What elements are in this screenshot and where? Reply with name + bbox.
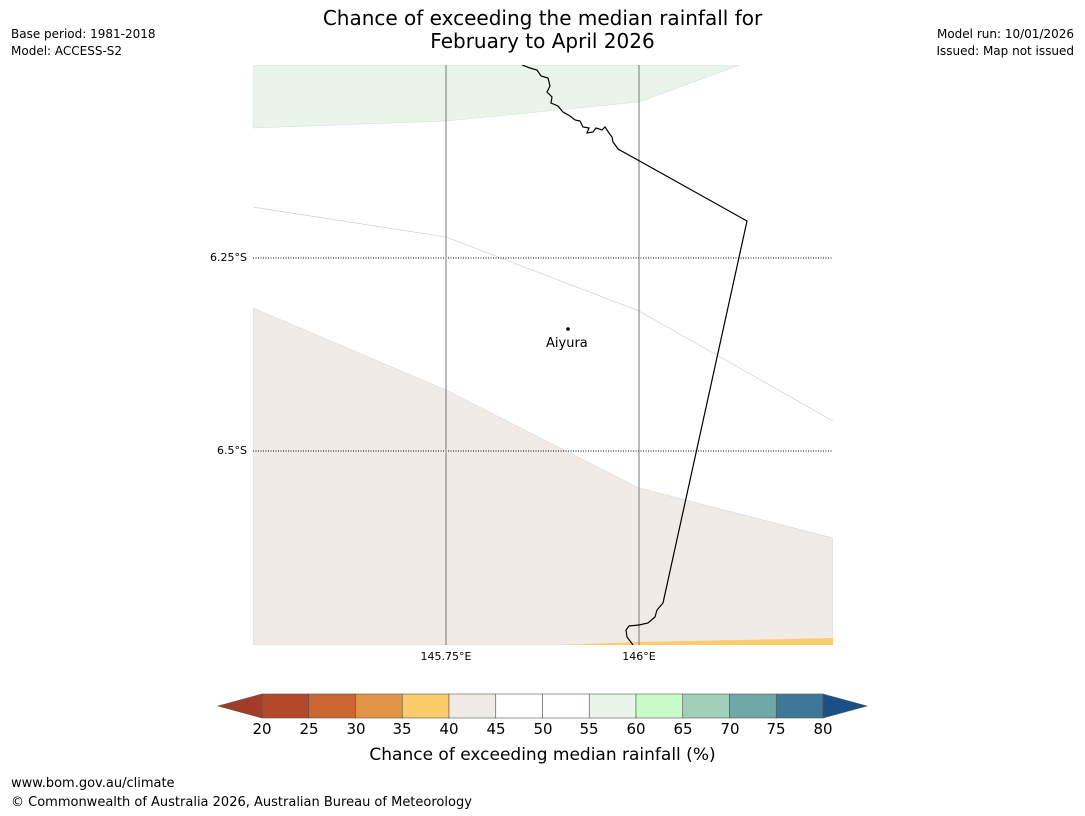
colorbar-cell [542, 693, 590, 719]
border-line [521, 65, 748, 645]
colorbar-tick: 60 [626, 720, 646, 738]
colorbar-cell [495, 693, 543, 719]
colorbar-cell [401, 693, 450, 719]
colorbar-cell [448, 693, 497, 719]
colorbar [216, 693, 869, 719]
title-line-2: February to April 2026 [430, 29, 655, 53]
title-line-1: Chance of exceeding the median rainfall … [322, 6, 763, 30]
footer-copyright: © Commonwealth of Australia 2026, Austra… [11, 795, 472, 810]
colorbar-tick: 55 [579, 720, 599, 738]
colorbar-cell [588, 693, 637, 719]
colorbar-left-arrow [216, 693, 263, 719]
colorbar-cell [261, 693, 310, 719]
colorbar-tick: 30 [346, 720, 366, 738]
colorbar-tick: 45 [486, 720, 506, 738]
colorbar-cell [308, 693, 356, 719]
lat-label-6-25: 6.25°S [210, 251, 247, 264]
colorbar-cell [682, 693, 730, 719]
colorbar-tick: 65 [673, 720, 693, 738]
contour-line [253, 206, 833, 422]
lon-label-146: 146°E [622, 650, 656, 663]
region-35-40 [560, 638, 833, 645]
colorbar-tick: 75 [766, 720, 786, 738]
lon-label-145-75: 145.75°E [420, 650, 472, 663]
colorbar-right-arrow [822, 693, 869, 719]
colorbar-tick: 35 [392, 720, 412, 738]
colorbar-cell [775, 693, 824, 719]
colorbar-cell [729, 693, 777, 719]
meta-left: Base period: 1981-2018 Model: ACCESS-S2 [11, 26, 156, 60]
colorbar-tick: 40 [439, 720, 459, 738]
region-55-60 [253, 65, 741, 129]
colorbar-tick: 25 [299, 720, 319, 738]
lat-label-6-5: 6.5°S [217, 444, 247, 457]
colorbar-cell [355, 693, 403, 719]
footer-url[interactable]: www.bom.gov.au/climate [11, 776, 175, 791]
colorbar-title: Chance of exceeding median rainfall (%) [369, 745, 716, 765]
colorbar-tick: 50 [533, 720, 553, 738]
issued-text: Issued: Map not issued [936, 44, 1074, 58]
colorbar-tick: 70 [720, 720, 740, 738]
model-run-text: Model run: 10/01/2026 [936, 27, 1074, 41]
meta-right: Model run: 10/01/2026 Issued: Map not is… [936, 26, 1074, 60]
chart-title: Chance of exceeding the median rainfall … [0, 7, 1085, 53]
colorbar-cell [635, 693, 684, 719]
model-text: Model: ACCESS-S2 [11, 44, 123, 58]
place-label-aiyura: Aiyura [546, 336, 588, 351]
base-period-text: Base period: 1981-2018 [11, 27, 156, 41]
colorbar-tick: 80 [813, 720, 833, 738]
colorbar-tick: 20 [252, 720, 272, 738]
map-regions [253, 65, 833, 645]
aiyura-marker [566, 327, 570, 331]
